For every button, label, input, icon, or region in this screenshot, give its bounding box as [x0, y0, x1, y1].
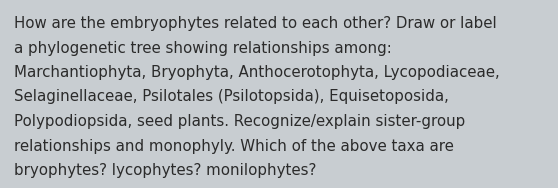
Text: Polypodiopsida, seed plants. Recognize/explain sister-group: Polypodiopsida, seed plants. Recognize/e…: [14, 114, 465, 129]
Text: bryophytes? lycophytes? monilophytes?: bryophytes? lycophytes? monilophytes?: [14, 163, 316, 178]
Text: relationships and monophyly. Which of the above taxa are: relationships and monophyly. Which of th…: [14, 139, 454, 153]
Text: Selaginellaceae, Psilotales (Psilotopsida), Equisetoposida,: Selaginellaceae, Psilotales (Psilotopsid…: [14, 89, 449, 105]
Text: a phylogenetic tree showing relationships among:: a phylogenetic tree showing relationship…: [14, 40, 392, 55]
Text: How are the embryophytes related to each other? Draw or label: How are the embryophytes related to each…: [14, 16, 497, 31]
Text: Marchantiophyta, Bryophyta, Anthocerotophyta, Lycopodiaceae,: Marchantiophyta, Bryophyta, Anthocerotop…: [14, 65, 500, 80]
